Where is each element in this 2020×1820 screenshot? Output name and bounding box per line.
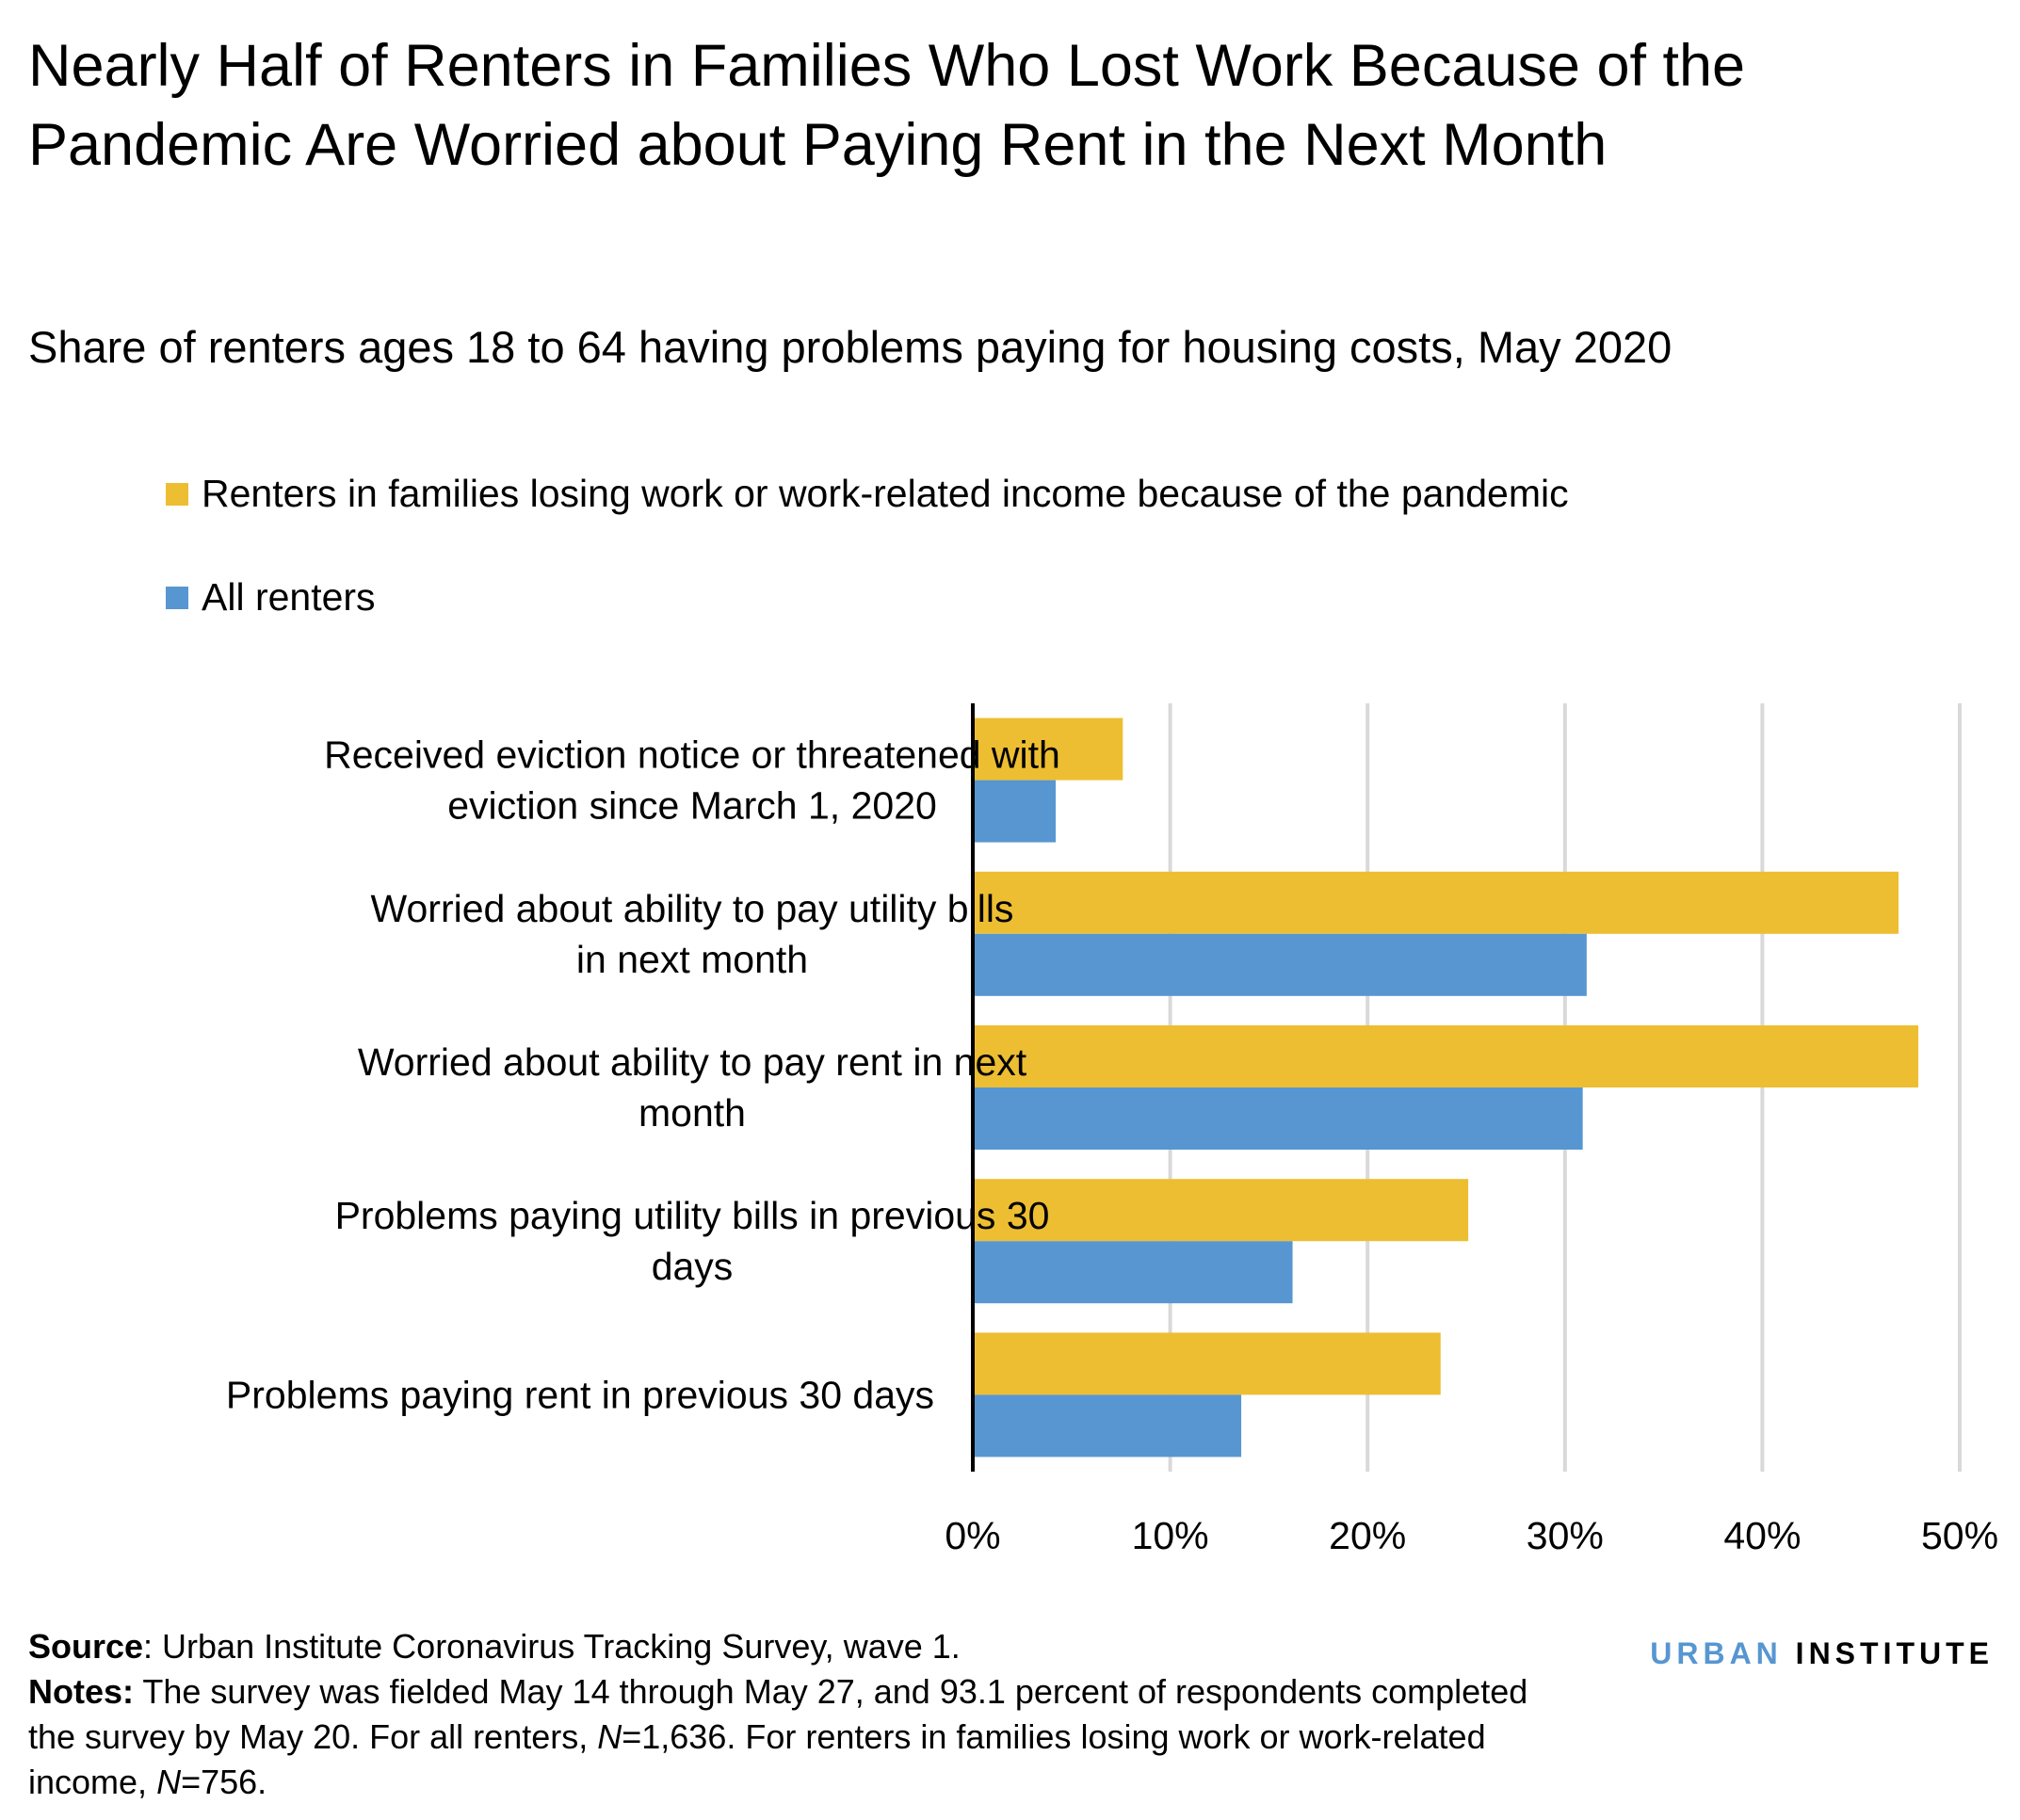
bar-all-renters [973, 933, 1587, 996]
chart-title: Nearly Half of Renters in Families Who L… [28, 33, 1746, 178]
n-symbol: N [597, 1717, 622, 1756]
category-label: Worried about ability to pay utility bil… [371, 887, 1014, 981]
notes-text: The survey was fielded May 14 through Ma… [28, 1672, 1528, 1756]
chart-subtitle: Share of renters ages 18 to 64 having pr… [28, 322, 1673, 372]
legend-label-lost-work: Renters in families losing work or work-… [202, 472, 1569, 515]
urban-institute-logo: URBAN INSTITUTE [1650, 1636, 1994, 1671]
x-tick-label: 20% [1329, 1514, 1406, 1557]
x-tick-label: 50% [1921, 1514, 1998, 1557]
notes-block: Notes: The survey was fielded May 14 thr… [28, 1669, 1535, 1805]
bar-lost-work [973, 1332, 1441, 1395]
legend-item-all-renters: All renters [166, 572, 1673, 623]
source-text: : Urban Institute Coronavirus Tracking S… [143, 1627, 961, 1666]
category-label: Problems paying utility bills in previou… [335, 1194, 1050, 1288]
bar-all-renters [973, 780, 1057, 843]
bar-lost-work [973, 717, 1123, 781]
source-label: Source [28, 1627, 144, 1666]
notes-text: =1,636. For renters in families losing w… [28, 1717, 1486, 1801]
bar-lost-work [973, 1179, 1469, 1242]
x-tick-label: 30% [1527, 1514, 1604, 1557]
bar-all-renters [973, 1394, 1242, 1458]
n-symbol: N [156, 1763, 182, 1801]
footer-notes: Source: Urban Institute Coronavirus Trac… [28, 1624, 1535, 1805]
legend-label-all-renters: All renters [202, 575, 376, 619]
category-label: Problems paying rent in previous 30 days [226, 1373, 934, 1416]
category-label: Worried about ability to pay rent in nex… [358, 1040, 1027, 1135]
notes-label: Notes: [28, 1672, 135, 1711]
legend-item-lost-work: Renters in families losing work or work-… [166, 468, 1673, 520]
x-tick-label: 10% [1132, 1514, 1209, 1557]
logo-urban: URBAN [1650, 1636, 1783, 1670]
bar-chart: 0% 10% 20% 30% 40% 50% Received eviction notic… [226, 703, 1998, 1557]
logo-institute: INSTITUTE [1795, 1636, 1994, 1670]
bar-all-renters [973, 1241, 1293, 1304]
source-line: Source: Urban Institute Coronavirus Trac… [28, 1624, 1535, 1669]
legend-swatch-all-renters [166, 587, 188, 609]
bar-all-renters [973, 1087, 1583, 1150]
notes-text: =756. [181, 1763, 267, 1801]
legend-swatch-lost-work [166, 483, 188, 506]
bar-lost-work [973, 871, 1899, 934]
x-tick-label: 0% [945, 1514, 1000, 1557]
category-label: Received eviction notice or threatened w… [324, 733, 1060, 828]
x-tick-label: 40% [1723, 1514, 1801, 1557]
bar-lost-work [973, 1025, 1918, 1087]
